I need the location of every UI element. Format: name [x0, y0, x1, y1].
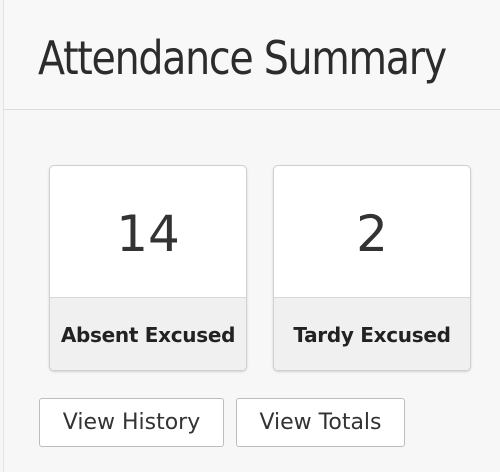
absent-excused-count: 14	[116, 204, 180, 263]
view-totals-button[interactable]: View Totals	[236, 398, 405, 447]
absent-excused-label: Absent Excused	[50, 297, 246, 370]
tardy-excused-label: Tardy Excused	[274, 297, 470, 370]
panel-header: Attendance Summary	[4, 0, 500, 110]
absent-excused-tile: 14 Absent Excused	[49, 165, 247, 371]
attendance-summary-panel: Attendance Summary 14 Absent Excused 2 T…	[3, 0, 500, 472]
view-history-button[interactable]: View History	[39, 398, 224, 447]
page-title: Attendance Summary	[38, 31, 447, 85]
tardy-excused-count: 2	[356, 204, 388, 263]
tardy-excused-tile: 2 Tardy Excused	[273, 165, 471, 371]
